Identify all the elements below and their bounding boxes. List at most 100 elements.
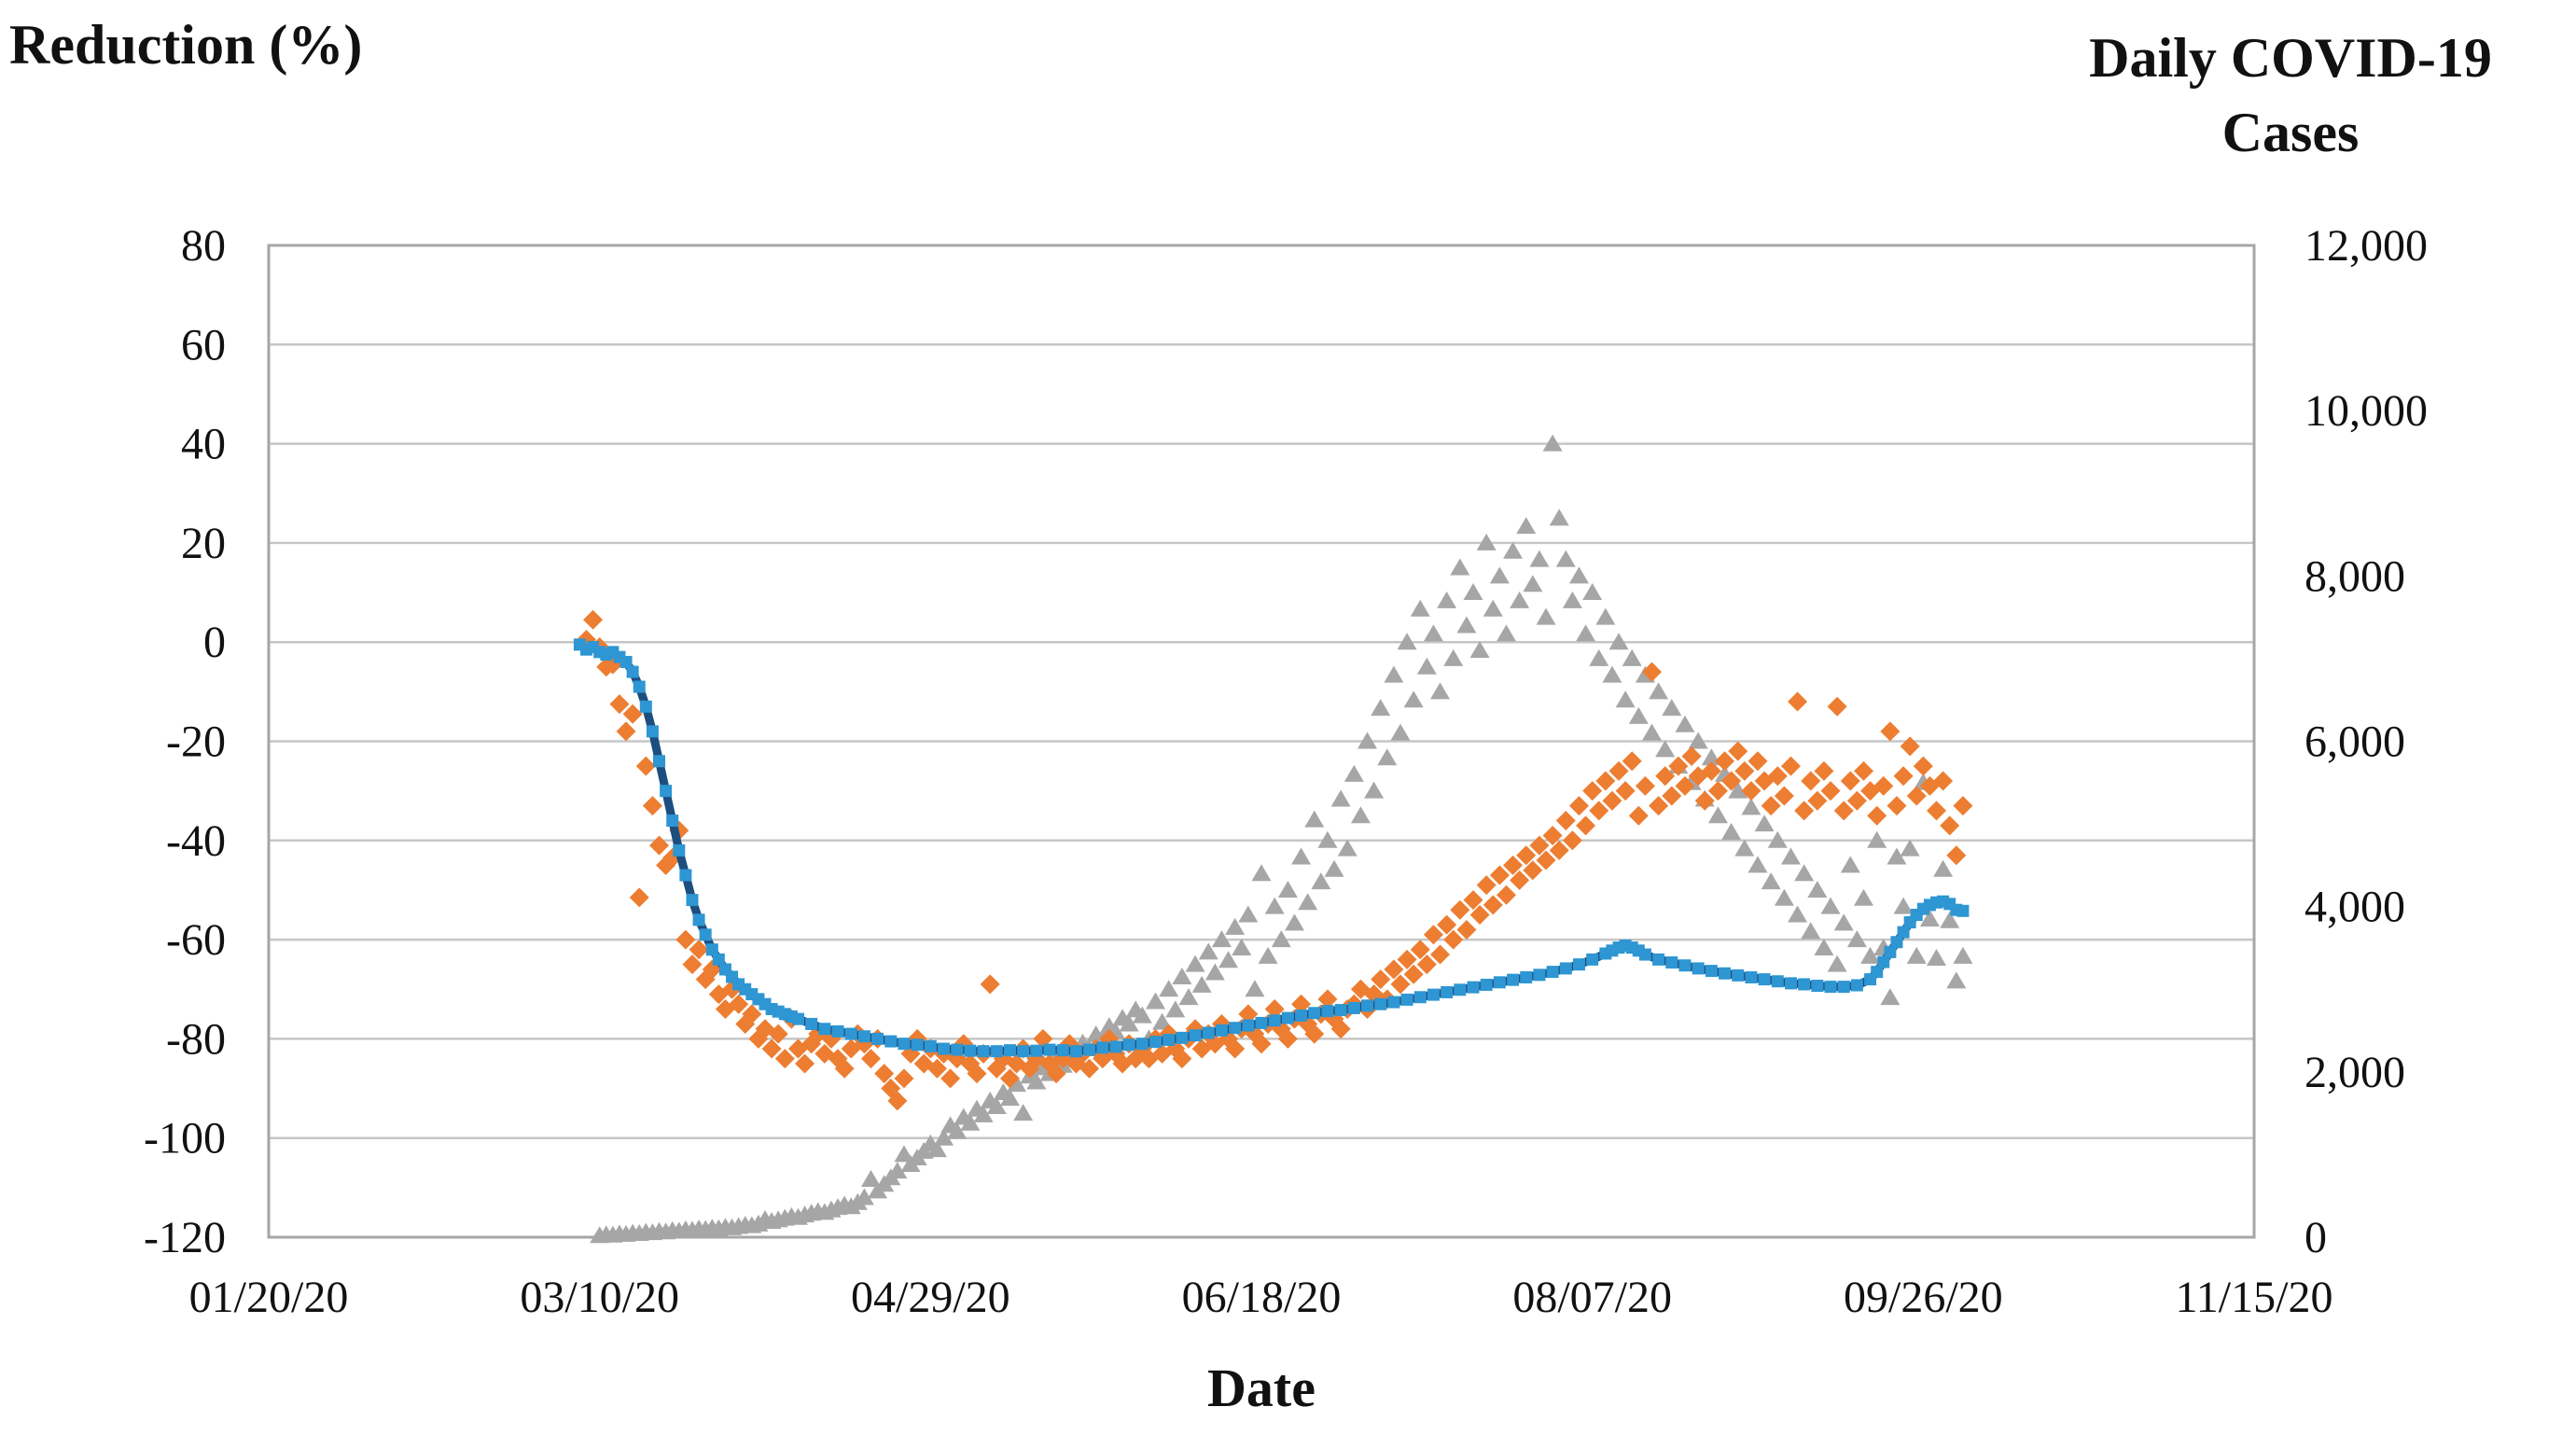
- diamond-marker: [926, 1058, 947, 1079]
- diamond-marker: [1681, 745, 1702, 766]
- square-marker: [964, 1044, 977, 1057]
- diamond-marker: [1728, 741, 1748, 761]
- triangle-marker: [1437, 591, 1457, 608]
- triangle-marker: [1628, 706, 1649, 724]
- diamond-marker: [1833, 801, 1854, 821]
- diamond-marker: [1788, 691, 1808, 712]
- triangle-marker: [1820, 897, 1841, 914]
- square-marker: [712, 953, 725, 966]
- diamond-marker: [1933, 771, 1954, 791]
- square-marker: [1705, 965, 1718, 978]
- square-marker: [660, 785, 673, 798]
- diamond-marker: [1430, 944, 1451, 965]
- triangle-marker: [1232, 938, 1252, 955]
- diamond-marker: [1371, 969, 1391, 990]
- triangle-marker: [973, 1105, 994, 1122]
- square-marker: [1652, 953, 1665, 966]
- diamond-marker: [1384, 959, 1404, 980]
- diamond-marker: [1840, 771, 1860, 791]
- diamond-marker: [1649, 796, 1669, 816]
- triangle-marker: [1927, 949, 1947, 967]
- square-marker: [1956, 904, 1970, 917]
- square-marker: [1692, 962, 1705, 975]
- triangle-marker: [1622, 648, 1642, 666]
- y-left-tick-label: -20: [166, 718, 226, 767]
- diamond-marker: [616, 721, 636, 742]
- square-marker: [1850, 979, 1863, 992]
- square-marker: [1441, 985, 1454, 998]
- triangle-marker: [1245, 980, 1265, 997]
- diamond-marker: [1576, 815, 1596, 836]
- triangle-marker: [1204, 963, 1225, 981]
- triangle-marker: [1741, 798, 1761, 815]
- square-marker: [898, 1038, 911, 1051]
- diamond-marker: [1416, 954, 1437, 975]
- square-marker: [1056, 1044, 1069, 1057]
- square-marker: [818, 1023, 831, 1036]
- triangle-marker: [1840, 856, 1860, 873]
- diamond-marker: [1774, 786, 1794, 806]
- square-marker: [990, 1045, 1003, 1058]
- diamond-marker: [874, 1064, 895, 1084]
- triangle-marker: [1489, 566, 1510, 584]
- triangle-marker: [1007, 1075, 1027, 1093]
- square-marker: [1784, 977, 1797, 990]
- diamond-marker: [1900, 736, 1920, 757]
- diamond-marker: [622, 704, 643, 724]
- square-marker: [1493, 976, 1506, 989]
- square-marker: [1546, 966, 1559, 979]
- square-marker: [1877, 955, 1890, 968]
- diamond-marker: [940, 1068, 961, 1089]
- triangle-marker: [1767, 830, 1788, 848]
- square-marker: [639, 700, 652, 713]
- square-marker: [646, 725, 659, 738]
- triangle-marker: [1721, 822, 1742, 840]
- square-marker: [1824, 981, 1837, 994]
- triangle-marker: [887, 1162, 908, 1179]
- square-marker: [831, 1024, 844, 1038]
- square-marker: [791, 1012, 804, 1025]
- diamond-marker: [768, 1024, 788, 1044]
- diamond-marker: [1701, 760, 1721, 781]
- diamond-marker: [1602, 790, 1622, 811]
- triangle-marker: [1132, 1006, 1152, 1024]
- diamond-marker: [1906, 786, 1927, 806]
- triangle-marker: [1893, 897, 1914, 914]
- y-left-tick-label: -120: [144, 1213, 226, 1262]
- square-marker: [699, 928, 712, 941]
- diamond-marker: [1715, 751, 1735, 772]
- triangle-marker: [1754, 815, 1775, 832]
- triangle-marker: [1469, 641, 1490, 659]
- square-marker: [1413, 991, 1427, 1004]
- diamond-marker: [1946, 845, 1967, 866]
- triangle-marker: [1510, 591, 1530, 608]
- triangle-marker: [1350, 806, 1371, 824]
- diamond-marker: [1814, 760, 1834, 781]
- triangle-marker: [1496, 624, 1516, 642]
- triangle-marker: [1734, 839, 1755, 857]
- triangle-marker: [1595, 607, 1616, 625]
- x-tick-label: 08/07/20: [1512, 1273, 1672, 1322]
- diamond-marker: [1225, 1038, 1246, 1059]
- diamond-marker: [1741, 781, 1761, 801]
- square-marker: [1017, 1045, 1030, 1058]
- diamond-marker: [1635, 775, 1655, 796]
- diamond-marker: [609, 694, 630, 715]
- diamond-marker: [999, 1068, 1020, 1089]
- square-marker: [1719, 967, 1732, 980]
- triangle-marker: [1390, 723, 1411, 741]
- triangle-marker: [1953, 946, 1973, 964]
- triangle-marker: [1853, 888, 1873, 906]
- square-marker: [844, 1027, 857, 1040]
- triangle-marker: [1728, 781, 1748, 799]
- triangle-marker: [1397, 633, 1417, 650]
- square-marker: [1638, 948, 1651, 961]
- triangle-marker: [926, 1140, 947, 1158]
- triangle-marker: [1357, 731, 1377, 749]
- diamond-marker: [1450, 899, 1470, 920]
- x-tick-label: 01/20/20: [189, 1273, 349, 1322]
- triangle-marker: [1549, 509, 1569, 526]
- square-marker: [1163, 1033, 1176, 1046]
- diamond-marker: [1827, 696, 1847, 717]
